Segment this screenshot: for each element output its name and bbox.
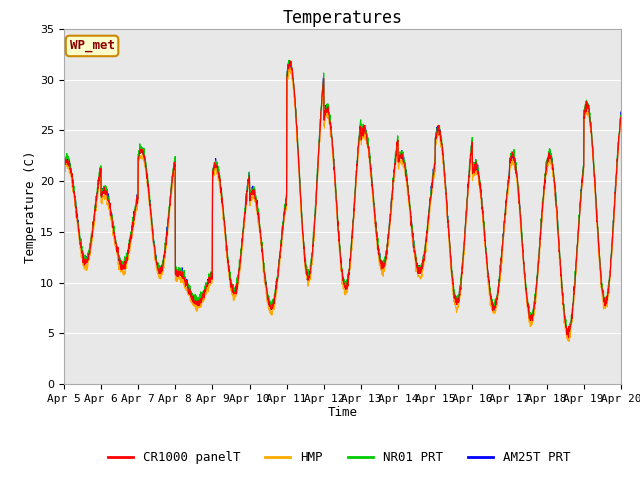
- HMP: [617, 120, 625, 126]
- Title: Temperatures: Temperatures: [282, 9, 403, 27]
- NR01 PRT: [371, 206, 379, 212]
- Line: AM25T PRT: AM25T PRT: [64, 61, 621, 336]
- NR01 PRT: [617, 113, 625, 119]
- HMP: [60, 172, 68, 178]
- Line: NR01 PRT: NR01 PRT: [64, 60, 621, 334]
- AM25T PRT: [285, 58, 293, 64]
- Y-axis label: Temperature (C): Temperature (C): [24, 150, 37, 263]
- Line: CR1000 panelT: CR1000 panelT: [64, 60, 621, 337]
- CR1000 panelT: [60, 164, 68, 169]
- CR1000 panelT: [504, 179, 512, 184]
- AM25T PRT: [371, 211, 379, 217]
- HMP: [359, 136, 367, 142]
- NR01 PRT: [285, 58, 292, 63]
- NR01 PRT: [504, 179, 512, 184]
- NR01 PRT: [568, 312, 576, 318]
- NR01 PRT: [216, 176, 223, 182]
- HMP: [216, 182, 223, 188]
- Legend: CR1000 panelT, HMP, NR01 PRT, AM25T PRT: CR1000 panelT, HMP, NR01 PRT, AM25T PRT: [103, 446, 575, 469]
- CR1000 panelT: [216, 173, 223, 179]
- CR1000 panelT: [584, 101, 591, 107]
- CR1000 panelT: [564, 335, 572, 340]
- HMP: [584, 108, 591, 113]
- NR01 PRT: [584, 101, 591, 107]
- NR01 PRT: [564, 331, 572, 336]
- HMP: [285, 62, 292, 68]
- CR1000 panelT: [359, 127, 367, 133]
- AM25T PRT: [504, 180, 512, 185]
- CR1000 panelT: [286, 58, 294, 63]
- AM25T PRT: [568, 315, 576, 321]
- AM25T PRT: [216, 175, 223, 181]
- HMP: [371, 219, 379, 225]
- AM25T PRT: [359, 132, 367, 137]
- CR1000 panelT: [568, 311, 576, 317]
- AM25T PRT: [60, 168, 68, 174]
- X-axis label: Time: Time: [328, 407, 357, 420]
- HMP: [568, 319, 576, 325]
- CR1000 panelT: [617, 114, 625, 120]
- Text: WP_met: WP_met: [70, 39, 115, 52]
- AM25T PRT: [617, 109, 625, 115]
- AM25T PRT: [584, 102, 591, 108]
- CR1000 panelT: [371, 212, 379, 218]
- Line: HMP: HMP: [64, 65, 621, 341]
- HMP: [504, 186, 512, 192]
- AM25T PRT: [565, 333, 573, 339]
- HMP: [565, 338, 573, 344]
- NR01 PRT: [60, 164, 68, 169]
- NR01 PRT: [359, 128, 367, 133]
